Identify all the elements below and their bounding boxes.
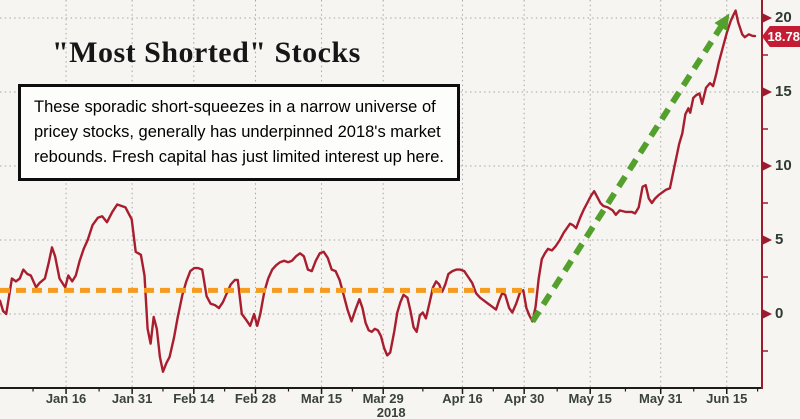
x-tick-label: Mar 15 <box>300 391 343 406</box>
annotation-line-3: rebounds. Fresh capital has just limited… <box>34 148 444 166</box>
x-tick-label: Apr 16 <box>442 391 483 406</box>
annotation-line-1: These sporadic short-squeezes in a narro… <box>34 98 436 116</box>
x-tick-label: Jun 15 <box>706 391 748 406</box>
x-tick-label: May 31 <box>639 391 683 406</box>
x-tick-label: Jan 16 <box>45 391 87 406</box>
x-tick-label: Apr 30 <box>503 391 545 406</box>
y-tick-arrow <box>763 13 772 23</box>
last-price-tag: 18.78 <box>762 26 800 47</box>
x-tick-label: Feb 28 <box>234 391 277 406</box>
x-tick-label: Mar 29 <box>362 391 404 406</box>
y-tick-arrow <box>763 235 772 245</box>
x-tick-label: May 15 <box>568 391 612 406</box>
y-tick-arrow <box>763 161 772 171</box>
chart-title: "Most Shorted" Stocks <box>52 36 361 69</box>
x-tick-label: Jan 31 <box>111 391 153 406</box>
annotation-box: These sporadic short-squeezes in a narro… <box>18 84 460 181</box>
y-tick-label: 0 <box>775 305 784 322</box>
x-axis-year-label: 2018 <box>376 405 406 419</box>
y-tick-label: 10 <box>775 157 792 174</box>
trend-arrowhead <box>714 13 730 32</box>
last-price-value: 18.78 <box>767 29 800 44</box>
y-tick-arrow <box>763 309 772 319</box>
y-tick-label: 15 <box>775 83 792 100</box>
trend-arrow-green <box>529 22 726 324</box>
price-line <box>0 9 757 373</box>
annotation-line-2: pricey stocks, generally has underpinned… <box>34 123 441 141</box>
y-tick-label: 5 <box>775 231 784 248</box>
y-tick-arrow <box>763 87 772 97</box>
x-tick-label: Feb 14 <box>173 391 215 406</box>
y-tick-label: 20 <box>775 9 792 26</box>
